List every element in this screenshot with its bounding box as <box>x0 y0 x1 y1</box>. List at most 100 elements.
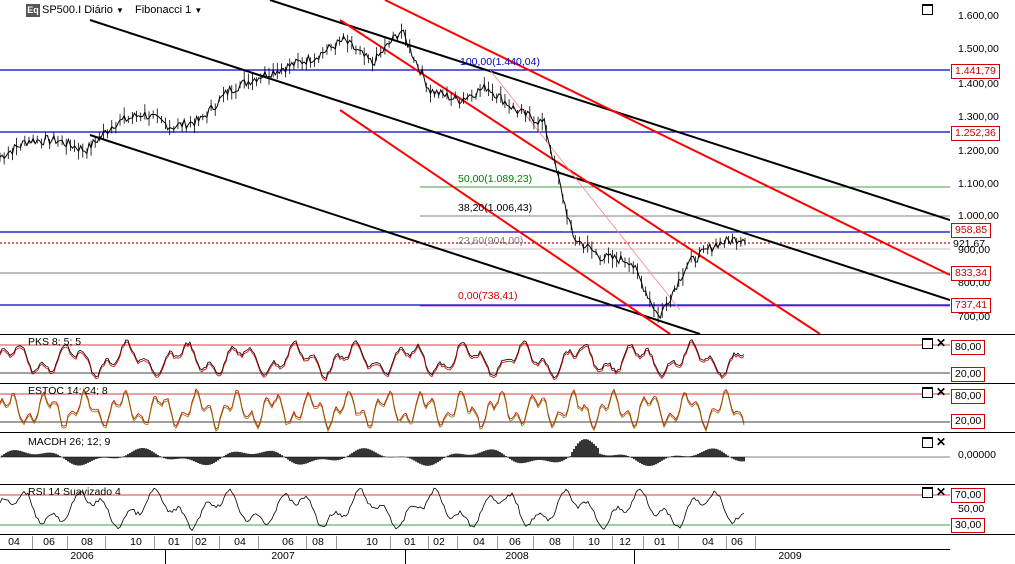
chevron-down-icon: ▼ <box>116 6 124 15</box>
macdh-zero-label: 0,00000 <box>958 449 996 461</box>
rsi-chart[interactable] <box>0 485 950 534</box>
tick-separator <box>428 536 429 550</box>
close-icon[interactable]: ✕ <box>936 336 947 350</box>
channel-black-lower <box>89 134 701 334</box>
maximize-icon[interactable] <box>922 487 933 498</box>
tick-separator <box>533 536 534 550</box>
indicator-line <box>0 487 745 532</box>
price-pane[interactable]: 1.600,00 1.500,00 1.400,00 1.300,00 1.200,00… <box>0 0 1015 334</box>
chevron-down-icon: ▼ <box>194 6 203 15</box>
fib-label-38: 38,20(1.006,43) <box>458 202 533 214</box>
pane-divider <box>0 534 1015 535</box>
rsi-upper-label: 70,00 <box>951 488 986 503</box>
rsi-pane[interactable]: RSI 14 Suavizado 4 70,00 50,00 30,00 ✕ <box>0 485 1015 534</box>
close-icon[interactable]: ✕ <box>936 485 947 499</box>
tick-separator <box>726 536 727 550</box>
tick-separator <box>573 536 574 550</box>
tick-separator <box>67 536 68 550</box>
tick-separator <box>306 536 307 550</box>
price-label-1252: 1.252,36 <box>951 126 1000 141</box>
tick-separator <box>258 536 259 550</box>
fib-label-50: 50,00(1.089,23) <box>458 173 533 185</box>
year-separator <box>165 550 166 564</box>
month-tick: 06 <box>282 536 294 548</box>
year-tick: 2009 <box>778 550 802 562</box>
tick-separator <box>32 536 33 550</box>
pane-divider[interactable] <box>0 432 1015 433</box>
price-label-1441: 1.441,79 <box>951 64 1000 79</box>
price-label-833: 833,34 <box>951 266 992 281</box>
macdh-pane[interactable]: MACDH 26; 12; 9 0,00000 ✕ <box>0 433 1015 484</box>
channel-red-middle <box>339 19 821 334</box>
tick-separator <box>192 536 193 550</box>
last-value-label: 921,67 <box>953 238 986 250</box>
symbol-menu[interactable]: SP500.I Diário ▼ <box>42 4 124 16</box>
tick-separator <box>678 536 679 550</box>
maximize-icon[interactable] <box>922 4 933 15</box>
month-tick: 01 <box>654 536 666 548</box>
time-axis-years: 2006 2007 2008 2009 <box>0 550 950 564</box>
rsi-lower-label: 30,00 <box>951 518 986 533</box>
pane-divider[interactable] <box>0 484 1015 485</box>
study-menu[interactable]: Fibonacci 1 ▼ <box>135 4 202 16</box>
month-tick: 01 <box>168 536 180 548</box>
month-tick: 02 <box>195 536 207 548</box>
rsi-mid-label: 50,00 <box>958 503 985 515</box>
month-tick: 06 <box>43 536 55 548</box>
maximize-icon[interactable] <box>922 338 933 349</box>
indicator-signal-line <box>0 389 745 432</box>
month-tick: 08 <box>312 536 324 548</box>
tick-separator <box>755 536 756 550</box>
channel-red-upper <box>384 0 950 276</box>
price-tick: 1.000,00 <box>958 210 999 222</box>
tick-separator <box>390 536 391 550</box>
channel-black-middle <box>89 19 950 301</box>
fib-label-100: 100,00(1.440,04) <box>460 56 540 68</box>
month-tick: 10 <box>588 536 600 548</box>
price-label-958: 958,85 <box>951 223 992 238</box>
tick-separator <box>497 536 498 550</box>
tick-separator <box>154 536 155 550</box>
app-logo[interactable]: Eq <box>26 4 40 17</box>
price-label-737: 737,41 <box>951 298 992 313</box>
tick-separator <box>219 536 220 550</box>
price-tick: 900,00 <box>958 244 991 256</box>
month-tick: 01 <box>404 536 416 548</box>
indicator-signal-line <box>0 341 745 382</box>
macdh-chart[interactable] <box>0 433 950 484</box>
price-tick: 700,00 <box>958 311 991 323</box>
pane-divider[interactable] <box>0 383 1015 384</box>
price-tick: 1.100,00 <box>958 178 999 190</box>
price-tick: 1.200,00 <box>958 145 999 157</box>
close-icon[interactable]: ✕ <box>936 435 947 449</box>
price-tick: 1.600,00 <box>958 10 999 22</box>
maximize-icon[interactable] <box>922 387 933 398</box>
year-tick: 2006 <box>70 550 94 562</box>
month-tick: 10 <box>366 536 378 548</box>
year-tick: 2008 <box>505 550 529 562</box>
month-tick: 04 <box>234 536 246 548</box>
month-tick: 04 <box>8 536 20 548</box>
month-tick: 04 <box>702 536 714 548</box>
month-tick: 10 <box>130 536 142 548</box>
pks-title: PKS 8; 5; 5 <box>28 336 82 348</box>
price-chart[interactable] <box>0 0 950 334</box>
rsi-title: RSI 14 Suavizado 4 <box>28 486 121 498</box>
year-separator <box>634 550 635 564</box>
estoc-title: ESTOC 14; 24; 8 <box>28 385 108 397</box>
maximize-icon[interactable] <box>922 437 933 448</box>
pane-divider[interactable] <box>0 334 1015 335</box>
estoc-lower-label: 20,00 <box>951 414 986 429</box>
estoc-pane[interactable]: ESTOC 14; 24; 8 80,00 20,00 ✕ <box>0 384 1015 432</box>
month-tick: 08 <box>549 536 561 548</box>
price-tick: 1.500,00 <box>958 43 999 55</box>
indicator-line <box>0 339 745 380</box>
close-icon[interactable]: ✕ <box>936 385 947 399</box>
pks-pane[interactable]: PKS 8; 5; 5 80,00 20,00 ✕ <box>0 335 1015 383</box>
indicator-line <box>0 387 745 431</box>
estoc-chart[interactable] <box>0 384 950 432</box>
tick-separator <box>336 536 337 550</box>
fib-label-0: 0,00(738,41) <box>458 290 518 302</box>
month-tick: 12 <box>619 536 631 548</box>
pks-chart[interactable] <box>0 335 950 383</box>
